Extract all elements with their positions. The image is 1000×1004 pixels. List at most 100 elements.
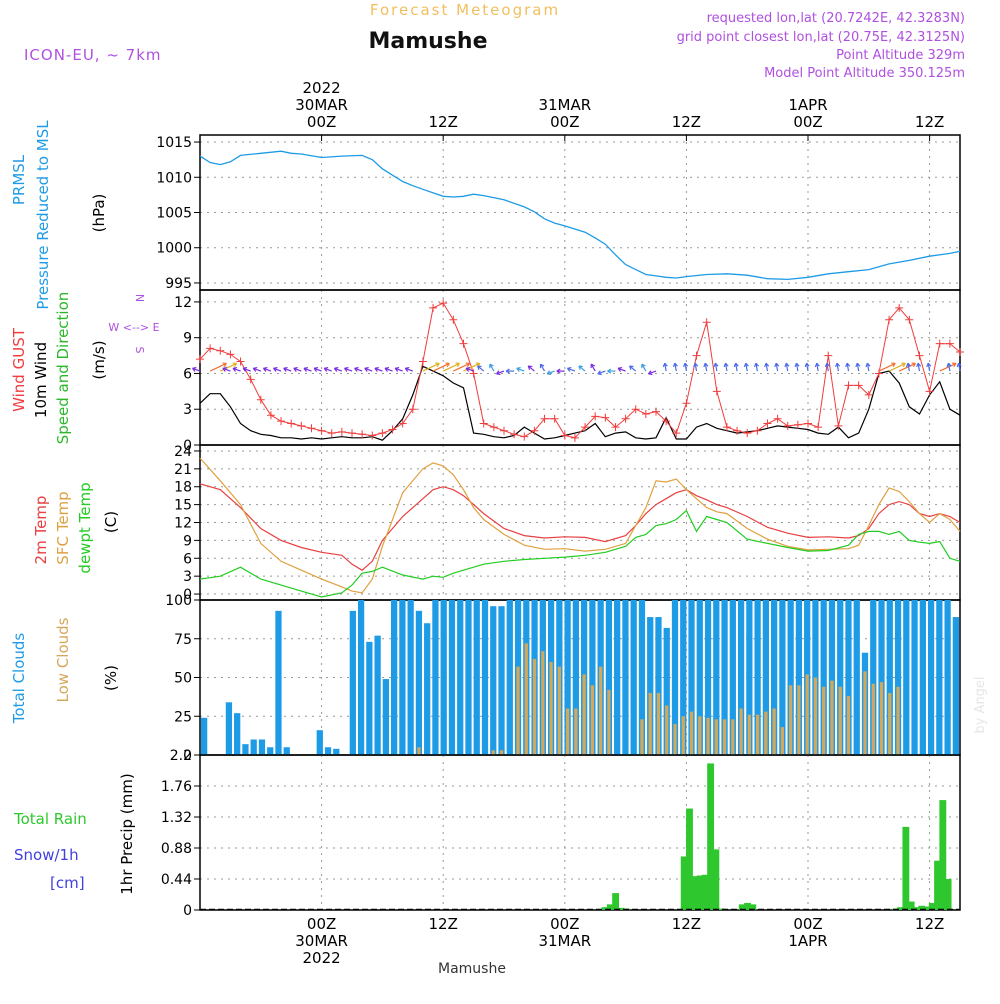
low-cloud-bar <box>582 674 586 755</box>
low-cloud-bar <box>557 666 561 755</box>
rain-bar <box>601 907 609 910</box>
bottom-time-label: 12Z <box>429 915 458 933</box>
total-cloud-bar <box>680 600 687 755</box>
total-cloud-bar <box>275 610 282 755</box>
wind-dir-arrow <box>334 367 343 372</box>
rain-bar <box>897 907 905 910</box>
low-cloud-bar <box>871 683 875 755</box>
gust-marker <box>226 350 235 359</box>
wind-dir-arrow <box>293 367 302 372</box>
bottom-time-label: 00Z <box>793 915 822 933</box>
pressure-sublabel: Pressure Reduced to MSL <box>34 120 52 310</box>
rain-bar <box>738 904 746 910</box>
total-cloud-bar <box>787 600 794 755</box>
rain-bar <box>907 901 915 910</box>
wind-dir-arrowhead <box>333 366 339 372</box>
total-cloud-bar <box>704 600 712 755</box>
wind-dir-arrow <box>597 370 606 375</box>
wind-dir-arrowhead <box>901 362 906 368</box>
low-cloud-bar <box>863 671 867 755</box>
wind-dir-arrow <box>354 367 363 372</box>
rain-bar <box>612 893 620 910</box>
precip-ytick-label: 2.2 <box>170 748 192 764</box>
total-cloud-bar <box>424 623 431 755</box>
wind-dir-arrowhead <box>946 362 952 368</box>
wind-dir-arrow <box>242 367 251 372</box>
total-cloud-bar <box>432 600 439 755</box>
wind-unit: (m/s) <box>90 340 108 379</box>
wind-dir-label: Speed and Direction <box>54 292 72 445</box>
top-time-label: 1APR <box>788 96 827 114</box>
wind-dir-arrowhead <box>566 366 572 372</box>
total-cloud-bar <box>614 600 621 755</box>
total-cloud-bar <box>886 600 893 755</box>
total-cloud-bar <box>894 600 902 755</box>
wind-dir-arrowhead <box>516 366 521 372</box>
bottom-time-label: 31MAR <box>538 932 591 950</box>
total-cloud-bar <box>845 600 852 755</box>
wind-dir-arrowhead <box>804 362 810 368</box>
gust-marker <box>814 423 823 432</box>
wind-dir-arrowhead <box>394 366 400 372</box>
gust-marker <box>327 429 336 438</box>
wind-dir-arrow <box>192 367 201 372</box>
wind-dir-arrow <box>674 363 677 372</box>
gust-marker <box>510 430 519 439</box>
total-cloud-bar <box>671 600 679 755</box>
wind-dir-arrowhead <box>753 362 760 368</box>
total-cloud-bar <box>250 739 257 755</box>
rain-bar <box>606 904 614 910</box>
gust-marker <box>358 430 367 439</box>
wind-dir-arrow <box>263 367 272 372</box>
wind-dir-arrowhead <box>222 366 227 372</box>
rain-bar <box>918 905 926 910</box>
gust-marker <box>459 339 468 348</box>
wind-dir-arrow <box>313 367 322 372</box>
total-cloud-bar <box>225 702 233 755</box>
wind-dir-arrow <box>222 367 231 372</box>
bottom-time-label: 2022 <box>303 949 341 967</box>
total-cloud-bar <box>713 600 720 755</box>
low-cloud-bar <box>706 717 710 755</box>
total-cloud-bar <box>465 600 472 755</box>
wind-dir-arrowhead <box>323 366 329 372</box>
wind-dir-arrowhead <box>952 362 957 368</box>
gust-marker <box>206 344 215 353</box>
gust-marker <box>307 424 316 433</box>
low-cloud-bar <box>896 686 900 755</box>
gust-marker <box>500 426 508 435</box>
wind-dir-arrowhead <box>683 362 689 368</box>
total-cloud-bar <box>911 600 918 755</box>
low-cloud-bar <box>607 689 611 755</box>
low-cloud-bar <box>755 714 760 755</box>
temp-2m-label: 2m Temp <box>32 496 50 565</box>
gust-marker <box>631 405 640 414</box>
wind-dir-arrowhead <box>242 366 248 372</box>
temp-2m-line <box>199 483 961 571</box>
gust-marker <box>895 303 904 312</box>
gust-marker <box>672 429 681 438</box>
low-cloud-bar <box>731 719 735 755</box>
wind-dir-arrow <box>684 363 687 372</box>
wind-dir-arrow <box>273 367 282 372</box>
total-cloud-bar <box>490 606 497 755</box>
rain-bar <box>934 860 941 910</box>
low-cloud-bar <box>549 662 553 755</box>
dewpoint-line <box>199 509 961 598</box>
wind-dir-arrow <box>836 363 839 372</box>
wind-dir-arrowhead <box>455 362 461 368</box>
temp-ytick-label: 24 <box>174 444 192 460</box>
total-cloud-bar <box>234 713 241 755</box>
footer-location: Mamushe <box>438 961 506 977</box>
wind-dir-arrow <box>927 363 931 372</box>
rain-bar <box>744 902 751 910</box>
model-label: ICON-EU, ~ 7km <box>24 46 162 64</box>
total-cloud-bar <box>721 600 728 755</box>
wind-label: 10m Wind <box>32 342 50 418</box>
wind-gust-line <box>199 302 961 439</box>
gust-marker <box>844 381 853 390</box>
wind-dir-arrow <box>567 367 576 372</box>
gust-marker <box>530 426 539 435</box>
total-cloud-bar <box>374 635 381 755</box>
wind-dir-arrowhead <box>546 370 552 376</box>
